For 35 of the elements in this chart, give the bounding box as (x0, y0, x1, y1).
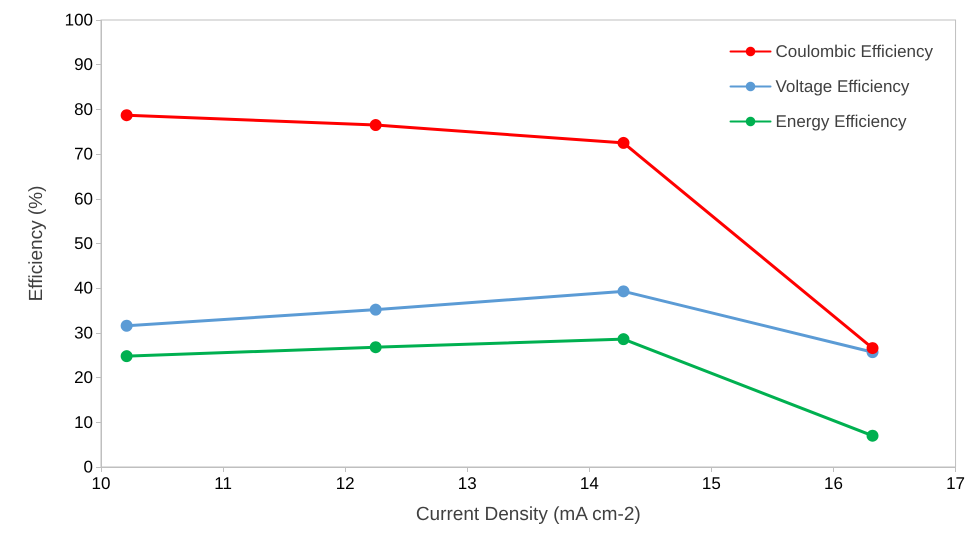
y-tick-label: 60 (74, 189, 93, 208)
point (120, 109, 133, 122)
x-tick-label: 11 (214, 474, 232, 493)
y-tick-label: 0 (84, 458, 93, 476)
y-tick-label: 100 (64, 10, 93, 30)
point (120, 320, 133, 332)
x-tick-label: 14 (580, 474, 599, 493)
x-tick-label: 17 (946, 474, 966, 493)
x-tick-label: 16 (824, 474, 843, 493)
y-tick-label: 20 (74, 368, 93, 388)
legend-label: Coulombic Efficiency (776, 42, 934, 61)
point (618, 136, 630, 149)
x-axis-title: Current Density (mA cm-2) (416, 504, 641, 525)
y-tick-label: 90 (74, 55, 93, 74)
y-tick-label: 70 (74, 144, 93, 164)
y-tick-label: 10 (74, 412, 93, 432)
point (370, 304, 382, 316)
point (866, 342, 879, 354)
point (618, 285, 630, 298)
legend-label: Voltage Efficiency (776, 77, 910, 96)
legend-label: Energy Efficiency (776, 112, 908, 131)
y-tick-label: 40 (74, 278, 93, 298)
point (370, 341, 382, 354)
y-tick-label: 80 (74, 100, 93, 119)
x-tick-label: 12 (336, 474, 355, 493)
x-tick-label: 13 (458, 474, 477, 493)
point (120, 350, 133, 362)
x-tick-label: 15 (702, 474, 721, 493)
x-tick-label: 10 (92, 474, 110, 493)
y-tick-label: 50 (74, 234, 93, 253)
point (370, 119, 382, 132)
y-tick-label: 30 (74, 323, 93, 342)
y-axis-title: Efficiency (%) (26, 186, 47, 302)
point (618, 333, 630, 346)
point (866, 430, 879, 442)
